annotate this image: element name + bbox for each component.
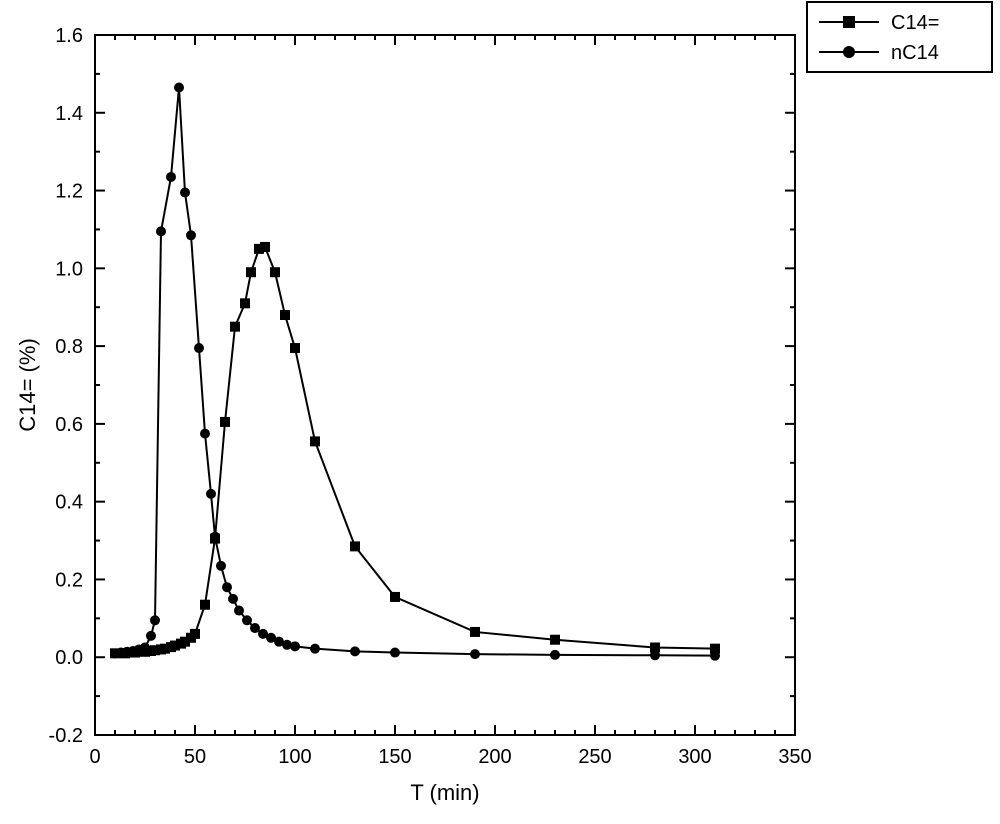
y-tick-label: 1.2	[55, 181, 83, 203]
marker-circle	[210, 532, 220, 542]
marker-square	[280, 310, 290, 320]
marker-square	[230, 322, 240, 332]
x-tick-label: 0	[89, 746, 100, 768]
marker-circle	[222, 582, 232, 592]
marker-circle	[710, 651, 720, 661]
marker-square	[220, 417, 230, 427]
marker-square	[290, 343, 300, 353]
x-tick-label: 250	[578, 746, 611, 768]
marker-circle	[250, 623, 260, 633]
marker-circle	[390, 648, 400, 658]
marker-circle	[290, 641, 300, 651]
y-tick-label: 1.0	[55, 258, 83, 280]
marker-circle	[350, 646, 360, 656]
legend-marker-circle	[843, 46, 855, 58]
y-tick-label: 0.2	[55, 569, 83, 591]
x-tick-label: 200	[478, 746, 511, 768]
y-tick-label: 0.4	[55, 492, 83, 514]
legend-label: C14=	[891, 12, 939, 34]
marker-square	[200, 600, 210, 610]
x-tick-label: 150	[378, 746, 411, 768]
marker-square	[240, 298, 250, 308]
marker-square	[260, 242, 270, 252]
marker-circle	[174, 83, 184, 93]
x-axis-label: T (min)	[410, 780, 479, 805]
y-tick-label: 1.4	[55, 103, 83, 125]
marker-circle	[228, 594, 238, 604]
marker-circle	[206, 489, 216, 499]
marker-circle	[242, 615, 252, 625]
x-tick-label: 300	[678, 746, 711, 768]
marker-circle	[200, 429, 210, 439]
legend-marker-square	[843, 16, 855, 28]
marker-square	[310, 436, 320, 446]
marker-circle	[310, 644, 320, 654]
chart-container: 0 50 100 150 200 250 300 350 T (min) -0.2 0.0 0.2 0.…	[0, 0, 1000, 824]
marker-circle	[140, 643, 150, 653]
y-tick-label: 0.8	[55, 336, 83, 358]
marker-circle	[550, 650, 560, 660]
marker-square	[246, 267, 256, 277]
marker-circle	[166, 172, 176, 182]
marker-square	[390, 592, 400, 602]
marker-circle	[194, 343, 204, 353]
y-tick-label: 0.0	[55, 647, 83, 669]
marker-square	[190, 629, 200, 639]
marker-square	[470, 627, 480, 637]
chart-svg: 0 50 100 150 200 250 300 350 T (min) -0.2 0.0 0.2 0.…	[0, 0, 1000, 824]
y-tick-label: 0.6	[55, 414, 83, 436]
marker-circle	[234, 606, 244, 616]
marker-circle	[216, 561, 226, 571]
x-tick-label: 50	[184, 746, 206, 768]
x-tick-label: 350	[778, 746, 811, 768]
marker-circle	[150, 615, 160, 625]
y-tick-label: -0.2	[49, 725, 83, 747]
marker-square	[550, 635, 560, 645]
marker-square	[350, 541, 360, 551]
marker-circle	[186, 230, 196, 240]
x-tick-label: 100	[278, 746, 311, 768]
marker-circle	[146, 631, 156, 641]
marker-circle	[180, 188, 190, 198]
y-tick-label: 1.6	[55, 25, 83, 47]
y-axis-label: C14= (%)	[15, 338, 40, 432]
marker-circle	[156, 226, 166, 236]
marker-circle	[650, 650, 660, 660]
legend-label: nC14	[891, 42, 939, 64]
marker-square	[270, 267, 280, 277]
marker-circle	[470, 649, 480, 659]
